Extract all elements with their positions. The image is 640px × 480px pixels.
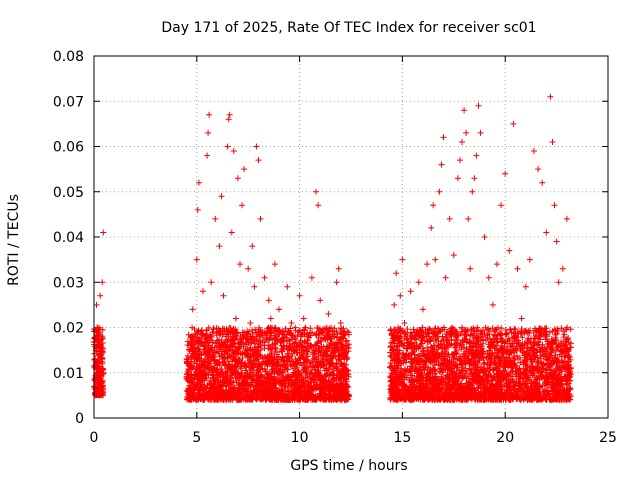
data-point — [344, 328, 351, 335]
x-tick-labels: 0 5 10 15 20 25 — [90, 430, 617, 446]
data-point — [261, 345, 268, 352]
data-point — [238, 370, 245, 376]
data-point — [92, 335, 99, 342]
y-tick-label: 0.04 — [53, 230, 84, 246]
data-point — [256, 337, 263, 344]
data-point — [313, 382, 320, 389]
data-point — [93, 348, 100, 355]
y-tick-label: 0.01 — [53, 366, 84, 382]
x-tick-label: 10 — [291, 430, 309, 446]
data-point — [309, 351, 316, 358]
data-point — [307, 325, 314, 332]
chart-title: Day 171 of 2025, Rate Of TEC Index for r… — [161, 20, 536, 36]
data-point — [100, 386, 106, 393]
x-tick-label: 0 — [90, 430, 99, 446]
y-tick-label: 0.06 — [53, 140, 84, 156]
data-point — [221, 359, 227, 366]
y-tick-labels: 0 0.01 0.02 0.03 0.04 0.05 0.06 0.07 0.08 — [53, 49, 84, 427]
data-point — [94, 364, 100, 370]
data-points — [91, 93, 574, 403]
data-point — [227, 346, 234, 353]
data-point — [187, 334, 194, 341]
data-point — [233, 329, 240, 336]
data-point — [99, 326, 106, 333]
y-tick-label: 0.02 — [53, 321, 84, 337]
x-tick-label: 5 — [192, 430, 201, 446]
data-point — [194, 345, 201, 352]
data-point — [343, 348, 350, 354]
y-tick-label: 0.05 — [53, 185, 84, 201]
data-point — [326, 379, 333, 386]
y-tick-label: 0 — [75, 411, 84, 427]
y-tick-label: 0.08 — [53, 49, 84, 65]
data-point — [213, 325, 220, 332]
data-point — [100, 370, 107, 377]
data-point — [315, 338, 322, 345]
x-tick-label: 25 — [599, 430, 617, 446]
data-point — [305, 340, 312, 347]
x-tick-label: 20 — [496, 430, 514, 446]
data-point — [257, 343, 264, 350]
data-point — [196, 346, 202, 353]
data-point — [95, 352, 102, 359]
data-point — [185, 346, 192, 353]
data-point — [258, 371, 264, 378]
y-tick-label: 0.03 — [53, 275, 84, 291]
data-point — [99, 355, 106, 362]
data-point — [237, 364, 244, 370]
data-point — [98, 380, 105, 387]
data-point — [258, 361, 265, 368]
data-point — [200, 358, 207, 365]
y-tick-label: 0.07 — [53, 94, 84, 110]
data-point — [266, 336, 273, 343]
grid-lines — [94, 56, 608, 418]
data-point — [334, 330, 341, 337]
data-point — [290, 340, 297, 347]
data-point — [313, 347, 319, 354]
x-tick-label: 15 — [393, 430, 411, 446]
